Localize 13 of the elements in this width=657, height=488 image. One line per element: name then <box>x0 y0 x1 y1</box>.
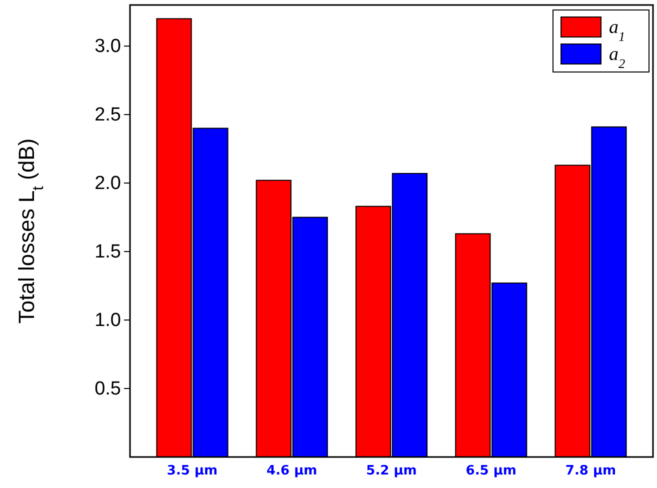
y-tick-label: 3.0 <box>94 36 121 58</box>
legend-label: a$_{1}$ <box>609 17 626 44</box>
y-tick-label: 2.5 <box>94 104 121 126</box>
y-tick-label: 1.0 <box>94 310 121 332</box>
y-tick-label: 1.5 <box>94 242 121 263</box>
x-tick-label: 5.2 µm <box>366 463 417 478</box>
x-tick-label: 7.8 µm <box>565 463 616 478</box>
legend-label: a$_{2}$ <box>609 44 626 70</box>
x-tick-label: 4.6 µm <box>266 463 318 478</box>
x-tick-label: 6.5 µm <box>466 463 516 478</box>
x-tick-label: 3.5 µm <box>166 463 218 478</box>
y-tick-label: 2.0 <box>94 173 121 194</box>
y-tick-label: 0.5 <box>94 378 121 400</box>
